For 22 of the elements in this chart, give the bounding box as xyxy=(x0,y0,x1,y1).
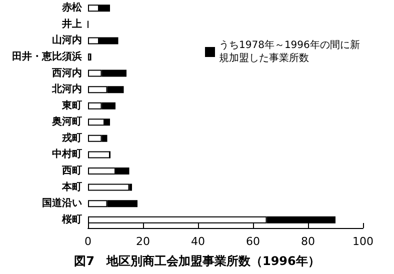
x-tick-label: 0 xyxy=(84,235,92,248)
y-tick-label: 戎町 xyxy=(61,132,82,144)
y-tick-label: 中村町 xyxy=(52,148,82,160)
y-tick-label: 山河内 xyxy=(52,34,82,46)
legend-label: うち1978年～1996年の間に新規加盟した事業所数 xyxy=(219,39,360,64)
y-tick-label: 国道沿い xyxy=(42,197,82,210)
x-tick-label: 40 xyxy=(191,235,205,248)
x-tick-label: 20 xyxy=(136,235,150,248)
x-tick-label: 100 xyxy=(352,235,374,248)
y-tick-label: 西河内 xyxy=(51,66,82,79)
x-tick-label: 60 xyxy=(246,235,260,248)
y-tick-label: 奥河町 xyxy=(51,116,82,128)
y-tick-label: 桜町 xyxy=(61,213,82,226)
y-tick-label: 井上 xyxy=(61,18,82,30)
x-tick-label: 80 xyxy=(301,235,315,248)
y-tick-label: 赤松 xyxy=(61,2,83,14)
y-tick-label: 北河内 xyxy=(51,83,82,96)
y-tick-label: 東町 xyxy=(61,99,82,112)
y-tick-label: 本町 xyxy=(61,180,82,193)
y-tick-label: 田井・恵比須浜 xyxy=(12,50,82,62)
text: 図7 地区別商工会加盟事業所数（1996年） xyxy=(74,254,320,268)
y-tick-label: 西町 xyxy=(61,166,82,176)
